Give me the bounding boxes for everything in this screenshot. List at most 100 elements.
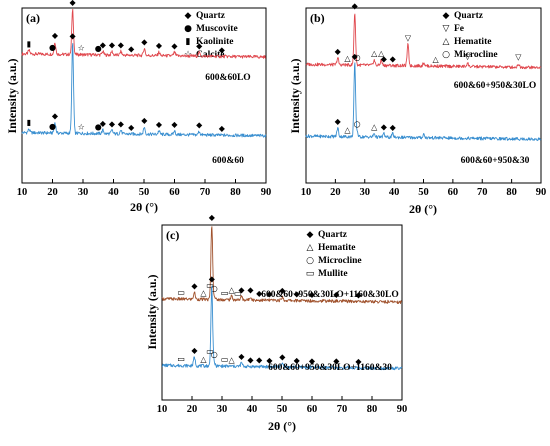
- phase-marker: ●: [49, 122, 56, 131]
- x-tick-label: 10: [17, 187, 28, 198]
- legend-entry: Hematite: [318, 243, 355, 253]
- phase-marker: ◆: [352, 2, 359, 11]
- phase-marker: ○: [354, 53, 361, 62]
- phase-marker: ◆: [355, 357, 362, 366]
- legend-symbol: ◆: [185, 11, 192, 21]
- chart-panel-3: 10 20 30 40 50 60 70 80 90 2θ (°) Intensity (a.u.)…: [145, 213, 407, 433]
- x-tick-label: 50: [277, 404, 288, 415]
- phase-marker: ◆: [381, 54, 388, 63]
- panel-label: (b): [310, 11, 325, 25]
- x-tick-label: 20: [187, 404, 198, 415]
- phase-marker: △: [432, 55, 439, 64]
- legend-entry: Muscovite: [196, 24, 238, 34]
- phase-marker: ◆: [100, 119, 107, 128]
- series-label: 600&60+950&30: [461, 156, 530, 166]
- series-label: 600&60+950&30LO+1160&30: [268, 363, 392, 373]
- phase-marker: ◆: [156, 41, 163, 50]
- legend-entry: Fe: [454, 24, 464, 34]
- x-tick-label: 60: [307, 404, 318, 415]
- panel-label: (a): [26, 11, 40, 25]
- phase-marker: ▭: [221, 289, 229, 298]
- phase-marker: ◆: [70, 0, 77, 7]
- legend-symbol: ●: [184, 24, 192, 34]
- legend-entry: Hematite: [454, 37, 491, 47]
- phase-marker: ▭: [206, 347, 214, 356]
- phase-marker: ◆: [355, 290, 362, 299]
- phase-marker: ●: [95, 123, 102, 132]
- phase-marker: △: [371, 49, 378, 58]
- phase-marker: ◆: [70, 31, 77, 40]
- legend-entry: Mullite: [318, 269, 348, 279]
- phase-marker: ◆: [294, 356, 301, 365]
- phase-marker: ◆: [118, 119, 125, 128]
- series-line: [305, 13, 542, 70]
- phase-marker: △: [344, 126, 351, 135]
- chart-panel-2: 10 20 30 40 50 60 70 80 90 2θ (°) Intensity (a.u.)…: [288, 2, 546, 216]
- series-label: 600&60+950&30LO: [454, 81, 536, 91]
- legend-entry: Calcite: [196, 50, 225, 60]
- chart-panel-1: 10 20 30 40 50 60 70 80 90 2θ (°) Intensity (a.u.)…: [5, 0, 271, 214]
- legend-symbol: ▭: [306, 269, 315, 279]
- phase-marker: ◆: [219, 45, 226, 54]
- phase-marker: △: [229, 355, 236, 364]
- phase-marker: ◆: [52, 31, 59, 40]
- x-tick-label: 90: [261, 187, 272, 198]
- x-axis-label: 2θ (°): [409, 202, 437, 216]
- phase-marker: ◆: [128, 123, 135, 132]
- phase-marker: ◆: [109, 41, 116, 50]
- x-tick-label: 80: [230, 187, 241, 198]
- x-tick-label: 60: [448, 187, 459, 198]
- phase-marker: ▭: [206, 281, 214, 290]
- series-line: [161, 285, 403, 371]
- phase-marker: ◆: [141, 37, 148, 46]
- legend-symbol: ▮: [186, 37, 191, 47]
- phase-marker: ◆: [118, 41, 125, 50]
- phase-marker: ◆: [100, 40, 107, 49]
- phase-marker: ◆: [256, 356, 263, 365]
- phase-marker: ◆: [309, 290, 316, 299]
- phase-marker: ◆: [247, 286, 254, 295]
- x-tick-label: 20: [330, 187, 341, 198]
- phase-marker: △: [200, 288, 207, 297]
- legend-entry: Kaolinite: [196, 37, 233, 47]
- phase-marker: ◆: [196, 42, 203, 51]
- legend-symbol: △: [307, 243, 314, 253]
- phase-marker: ◆: [209, 213, 216, 222]
- phase-marker: ●: [49, 43, 56, 52]
- phase-marker: ◆: [256, 289, 263, 298]
- x-tick-label: 40: [108, 187, 119, 198]
- series-line: [21, 43, 267, 138]
- phase-marker: ▭: [177, 355, 185, 364]
- x-tick-label: 90: [397, 404, 408, 415]
- phase-marker: ▽: [464, 52, 471, 61]
- phase-marker: ▽: [405, 34, 412, 43]
- phase-marker: ◆: [294, 290, 301, 299]
- phase-marker: ◆: [171, 120, 178, 129]
- x-axis-label: 2θ (°): [268, 419, 296, 433]
- x-tick-label: 10: [157, 404, 168, 415]
- x-tick-label: 70: [200, 187, 211, 198]
- phase-marker: ◆: [191, 281, 198, 290]
- phase-marker: ◆: [209, 274, 216, 283]
- x-tick-label: 50: [139, 187, 150, 198]
- phase-marker: ◆: [390, 55, 397, 64]
- phase-marker: ▮: [27, 118, 31, 127]
- phase-marker: ○: [211, 350, 218, 359]
- legend-entry: Microcline: [454, 50, 498, 60]
- x-tick-label: 20: [47, 187, 58, 198]
- phase-marker: ◆: [171, 41, 178, 50]
- phase-marker: ◆: [238, 285, 245, 294]
- phase-marker: △: [371, 123, 378, 132]
- x-tick-label: 30: [78, 187, 89, 198]
- series-label: 600&60: [212, 156, 244, 166]
- phase-marker: ◆: [279, 286, 286, 295]
- phase-marker: ◆: [333, 357, 340, 366]
- series-line: [161, 226, 403, 304]
- x-tick-label: 30: [217, 404, 228, 415]
- legend-entry: Quartz: [454, 11, 484, 21]
- phase-marker: ◆: [219, 124, 226, 133]
- phase-marker: ◆: [266, 356, 273, 365]
- x-tick-label: 40: [389, 187, 400, 198]
- phase-marker: ◆: [335, 117, 342, 126]
